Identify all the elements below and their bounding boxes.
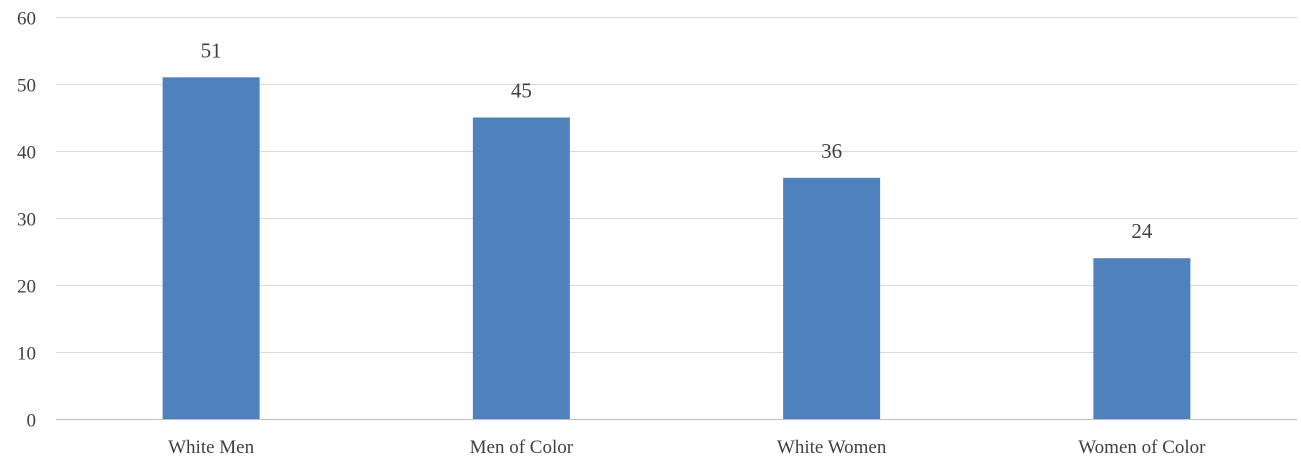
data-label: 51 xyxy=(201,38,222,62)
bar xyxy=(1093,258,1190,419)
y-tick-label: 60 xyxy=(17,9,36,30)
data-label: 36 xyxy=(821,139,842,163)
y-tick-label: 50 xyxy=(17,76,36,97)
bar xyxy=(783,178,880,419)
data-labels: 51 45 36 24 xyxy=(201,38,1153,243)
y-tick-label: 10 xyxy=(17,344,36,365)
category-label: Men of Color xyxy=(470,437,574,458)
bar xyxy=(473,118,570,420)
y-tick-label: 30 xyxy=(17,210,36,231)
y-axis-tick-labels: 0 10 20 30 40 50 60 xyxy=(17,9,36,432)
category-label: Women of Color xyxy=(1078,437,1206,458)
data-label: 24 xyxy=(1131,219,1153,243)
x-axis-category-labels: White Men Men of Color White Women Women of… xyxy=(168,437,1206,458)
y-tick-label: 20 xyxy=(17,277,36,298)
data-label: 45 xyxy=(511,79,532,103)
category-label: White Men xyxy=(168,437,255,458)
bars xyxy=(163,77,1191,419)
bar xyxy=(163,77,260,419)
y-tick-label: 0 xyxy=(27,411,37,432)
y-tick-label: 40 xyxy=(17,143,36,164)
category-label: White Women xyxy=(777,437,887,458)
